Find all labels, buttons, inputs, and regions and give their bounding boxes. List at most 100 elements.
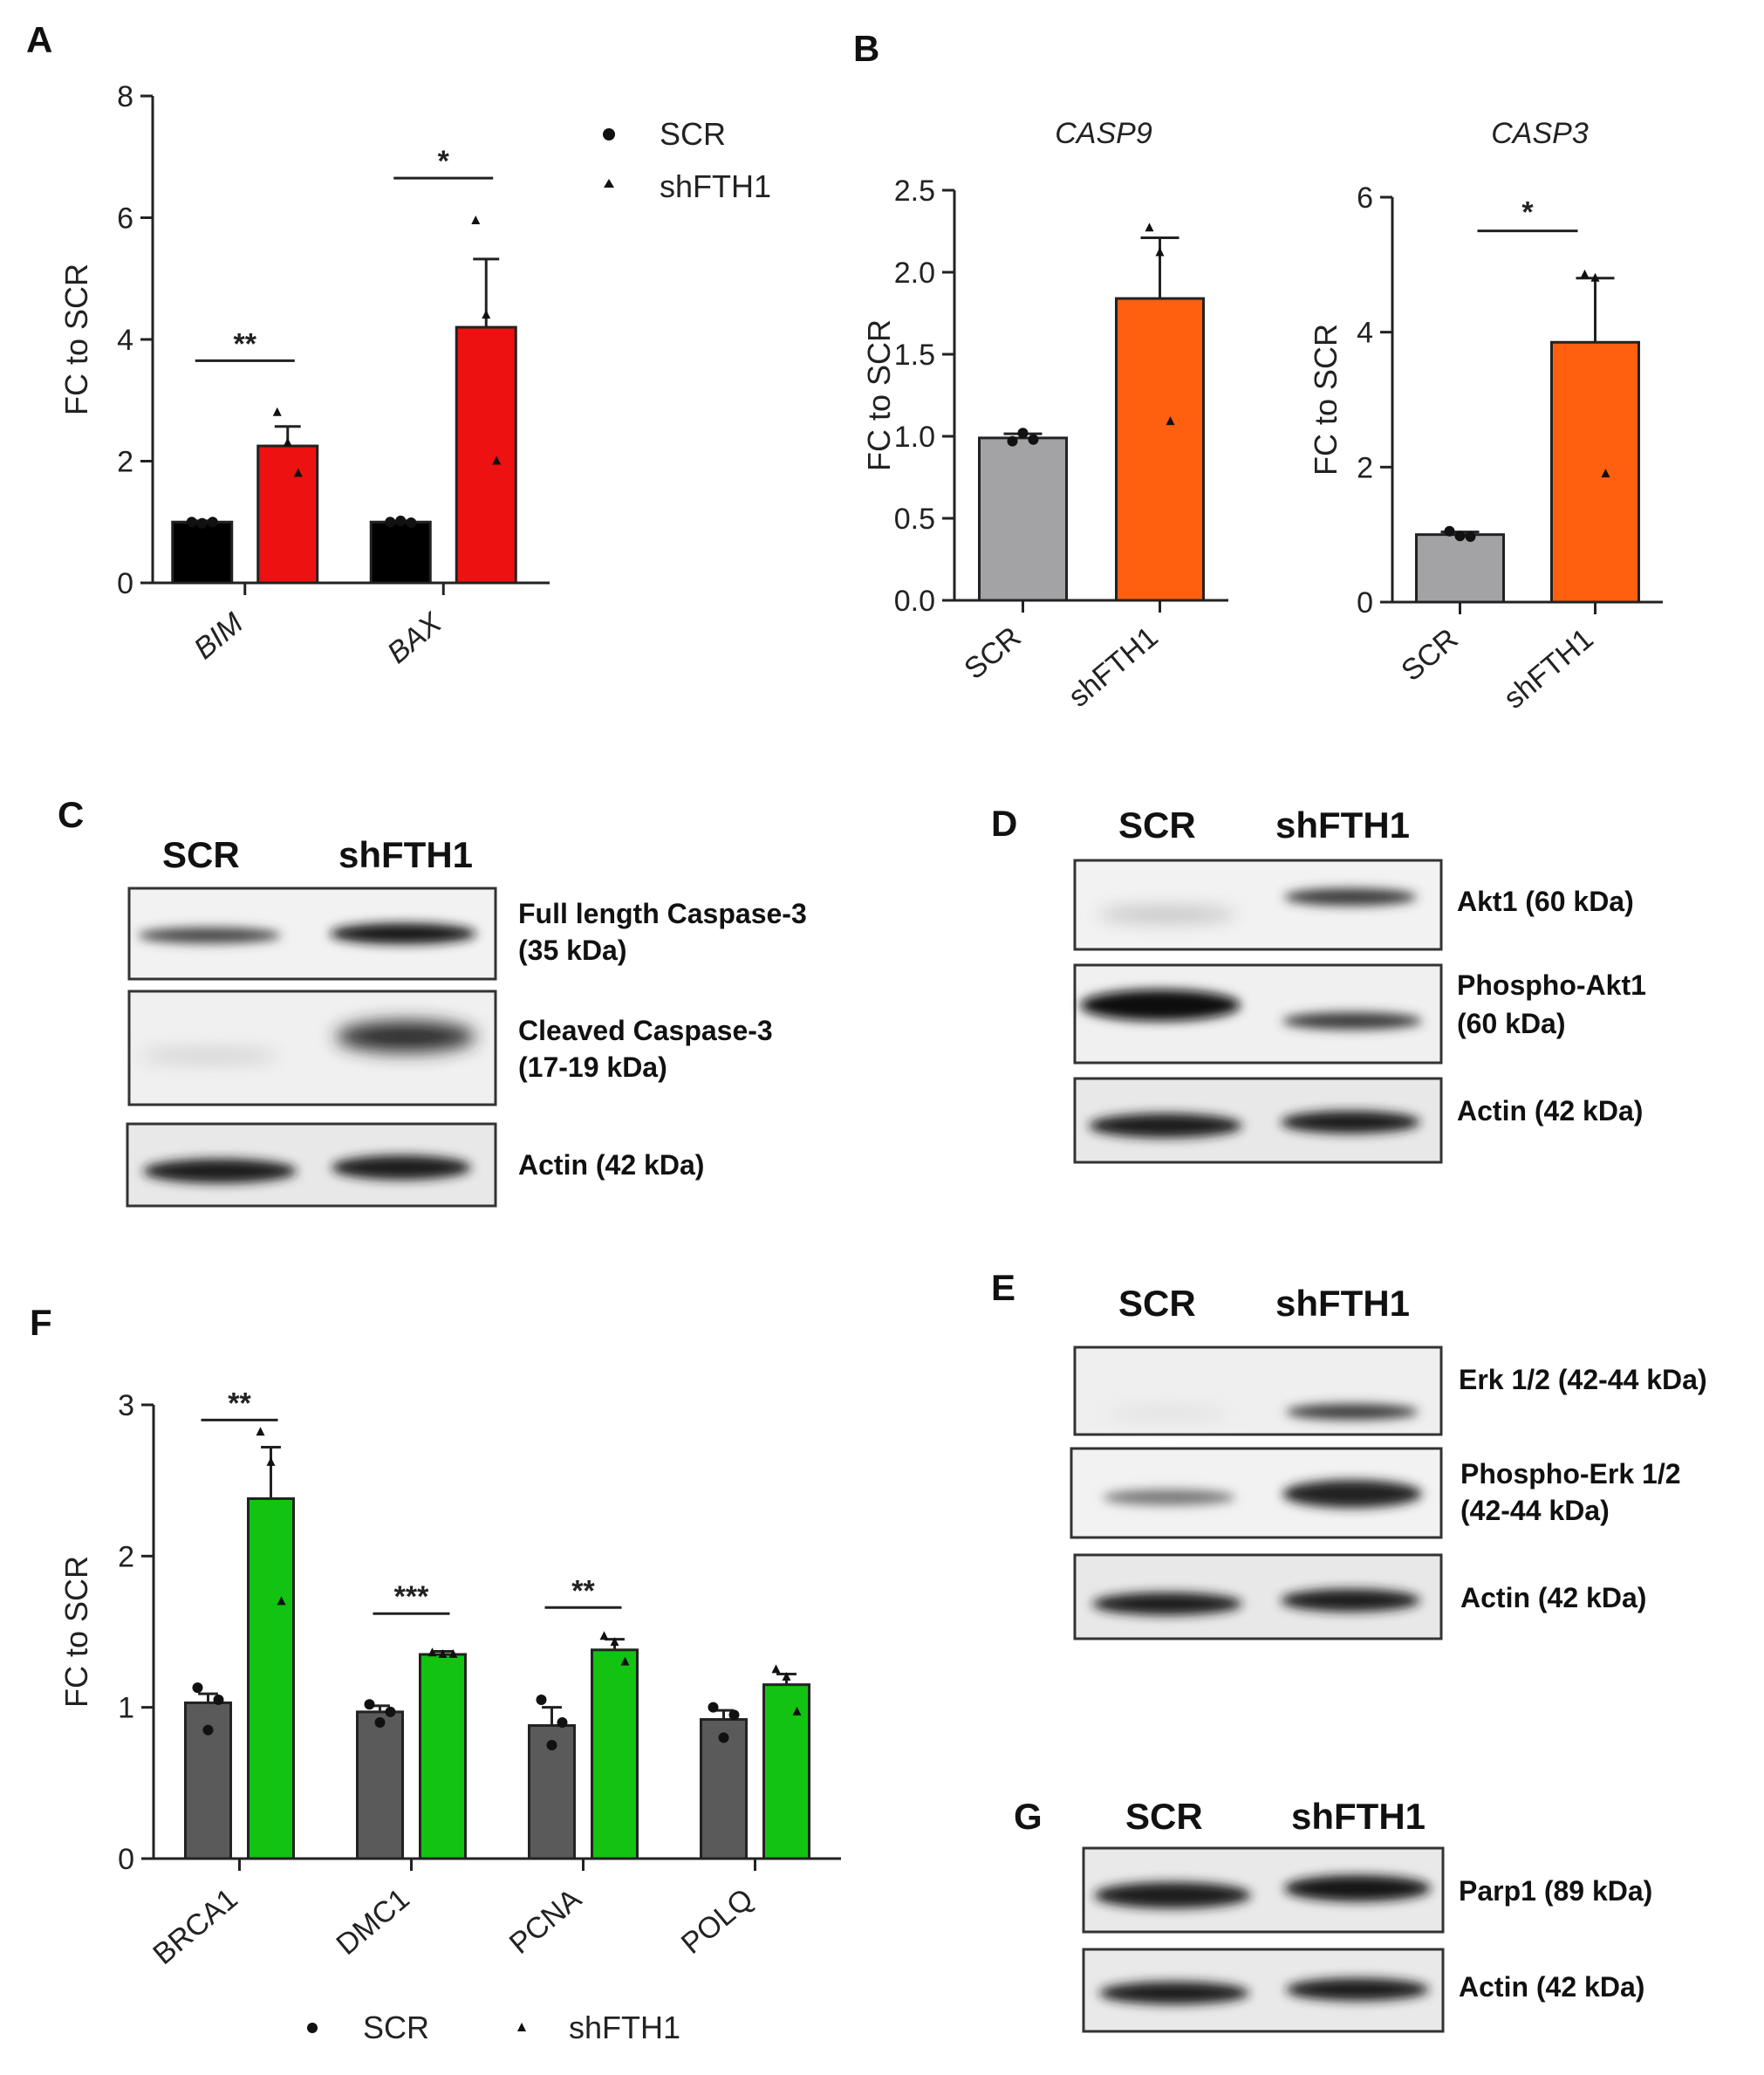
legend-a-scr-label: SCR [660, 116, 726, 152]
panel-letter-e: E [991, 1267, 1015, 1308]
chart-f-point-polq-scr [728, 1709, 740, 1721]
blot-c-row3-label1: Actin (42 kDa) [518, 1149, 704, 1181]
blot-g-header-shfth1: shFTH1 [1291, 1796, 1426, 1837]
chart-a-xtick-label: BAX [381, 606, 449, 670]
chart-a-xtick-label: BIM [188, 606, 250, 666]
chart-b2-ytick-label: 6 [1357, 181, 1373, 215]
chart-f-point-dmc1-shfth1 [438, 1649, 448, 1658]
chart-b-casp9: 0.0 0.5 1.0 1.5 2.0 2.5 FC to SCR CASP9 SCR shFTH… [861, 117, 1228, 714]
blot-e-row1-label1: Erk 1/2 (42-44 kDa) [1459, 1364, 1707, 1395]
blot-c-row1-label2: (35 kDa) [518, 935, 627, 966]
chart-b2-sig-label: * [1521, 196, 1534, 229]
blot-c: SCR shFTH1 Full length Caspase-3 (35 kDa… [126, 834, 807, 1208]
blot-c-row3-band-scr [143, 1159, 297, 1183]
chart-b-casp3: 0 2 4 6 FC to SCR CASP3 SCR shFTH1 * [1308, 117, 1663, 716]
blot-c-row2-band-scr [140, 1049, 279, 1063]
chart-f-point-pcna-scr [557, 1717, 568, 1728]
chart-a-point-bim-scr [207, 517, 218, 528]
blot-d-row1-frame [1073, 859, 1443, 951]
blot-d-header-scr: SCR [1118, 805, 1196, 846]
blot-e-row1-frame [1073, 1346, 1443, 1436]
chart-f-point-pcna-shfth1 [610, 1637, 619, 1647]
blot-c-row2-frame [127, 990, 497, 1106]
chart-b1-xtick-label: shFTH1 [1063, 620, 1165, 714]
chart-f-xtick-label: PCNA [503, 1882, 588, 1961]
chart-f-sig-label: *** [394, 1580, 429, 1613]
chart-f-bar-dmc1-shfth1 [419, 1653, 467, 1860]
panel-letter-d: D [991, 803, 1017, 844]
chart-b1-ytick-label: 0.5 [894, 503, 935, 536]
chart-f-ytick-label: 1 [118, 1692, 134, 1725]
chart-b1-ylabel: FC to SCR [861, 319, 897, 471]
chart-f-point-brca1-scr [202, 1724, 214, 1736]
chart-b2-ytick-label: 0 [1357, 586, 1373, 620]
blot-c-header-shfth1: shFTH1 [338, 834, 473, 875]
blot-d-row3-band-shfth1 [1281, 1111, 1420, 1133]
panel-letter-f: F [30, 1302, 52, 1343]
chart-b2-title: CASP3 [1491, 117, 1589, 150]
chart-f-point-dmc1-shfth1 [448, 1649, 458, 1658]
chart-a-ytick-label: 0 [117, 567, 133, 600]
blot-g-row2-band-shfth1 [1286, 1978, 1429, 2001]
chart-b1-ytick-label: 2.5 [894, 175, 935, 208]
chart-b2-xtick-label: shFTH1 [1498, 622, 1600, 716]
blot-c-row1-band-shfth1 [330, 923, 476, 944]
chart-f-point-polq-scr [708, 1702, 719, 1713]
chart-f-point-dmc1-shfth1 [427, 1647, 437, 1657]
chart-a-point-bax-scr [395, 515, 407, 526]
blot-g: SCR shFTH1 Parp1 (89 kDa) Actin (42 kDa) [1082, 1796, 1652, 2033]
chart-a-bar-bax-scr [369, 520, 432, 585]
chart-b2-point-shfth1 [1590, 272, 1600, 282]
panel-letter-g: G [1014, 1796, 1043, 1837]
blot-d-row1-label1: Akt1 (60 kDa) [1457, 886, 1634, 917]
blot-c-row2-label1: Cleaved Caspase-3 [518, 1015, 773, 1046]
chart-b1-bar-shfth1 [1115, 297, 1205, 602]
chart-f-xtick-label: POLQ [675, 1882, 760, 1961]
blot-c-row1-band-scr [138, 928, 281, 943]
chart-b2-ylabel: FC to SCR [1308, 324, 1344, 476]
chart-a-sig-label: * [438, 145, 450, 178]
chart-f-point-polq-shfth1 [782, 1672, 791, 1681]
chart-a-ytick-label: 6 [117, 202, 133, 236]
chart-a: 0 2 4 6 8 FC to SCR BIM ** BAX * [58, 80, 550, 670]
chart-b1-point-scr [1007, 435, 1018, 447]
blot-g-row2-label1: Actin (42 kDa) [1459, 1971, 1644, 2003]
chart-f-bar-pcna-shfth1 [591, 1648, 639, 1860]
blot-e: SCR shFTH1 Erk 1/2 (42-44 kDa) Phospho-E… [1070, 1283, 1707, 1640]
blot-g-row2-band-scr [1099, 1982, 1249, 2004]
chart-b2-ytick-label: 2 [1357, 451, 1373, 484]
blot-g-row1-label1: Parp1 (89 kDa) [1459, 1875, 1652, 1907]
blot-e-row3-label1: Actin (42 kDa) [1460, 1582, 1646, 1613]
chart-b1-title: CASP9 [1055, 117, 1152, 150]
blot-g-header-scr: SCR [1125, 1796, 1203, 1837]
chart-a-ylabel: FC to SCR [58, 264, 94, 415]
chart-f-point-brca1-shfth1 [277, 1596, 286, 1606]
chart-f-point-pcna-scr [546, 1740, 557, 1750]
chart-b2-bar-shfth1 [1550, 340, 1640, 604]
chart-f-bar-dmc1-scr [356, 1710, 404, 1860]
blot-d-row2-label1: Phospho-Akt1 [1457, 969, 1646, 1001]
chart-f-point-polq-shfth1 [792, 1706, 802, 1715]
chart-f-point-polq-scr [718, 1732, 729, 1743]
blot-e-row2-band-scr [1103, 1489, 1235, 1505]
blot-e-row3-band-scr [1092, 1592, 1242, 1615]
legend-a-scr-marker [603, 128, 615, 140]
blot-c-row2-label2: (17-19 kDa) [518, 1051, 667, 1083]
chart-f-point-dmc1-scr [364, 1699, 375, 1710]
chart-b2-ytick-label: 4 [1357, 317, 1373, 350]
chart-a-point-bax-shfth1 [482, 310, 491, 319]
chart-a-ytick-label: 4 [117, 324, 133, 357]
blot-g-row1-band-shfth1 [1284, 1875, 1431, 1901]
chart-f-point-dmc1-scr [374, 1717, 386, 1728]
chart-a-point-bim-scr [186, 517, 197, 528]
chart-f-point-polq-shfth1 [771, 1664, 781, 1674]
panel-letter-a: A [26, 19, 52, 60]
chart-b1-ytick-label: 1.0 [894, 421, 935, 454]
chart-a-point-bim-shfth1 [272, 407, 282, 416]
chart-b1-point-shfth1 [1155, 247, 1165, 257]
chart-a-bar-bax-shfth1 [455, 325, 517, 585]
blot-c-row3-band-shfth1 [332, 1155, 471, 1180]
blot-e-row1-band-scr [1106, 1408, 1228, 1419]
blot-e-row2-label1: Phospho-Erk 1/2 [1460, 1458, 1681, 1489]
legend-a: SCR shFTH1 [603, 116, 771, 204]
